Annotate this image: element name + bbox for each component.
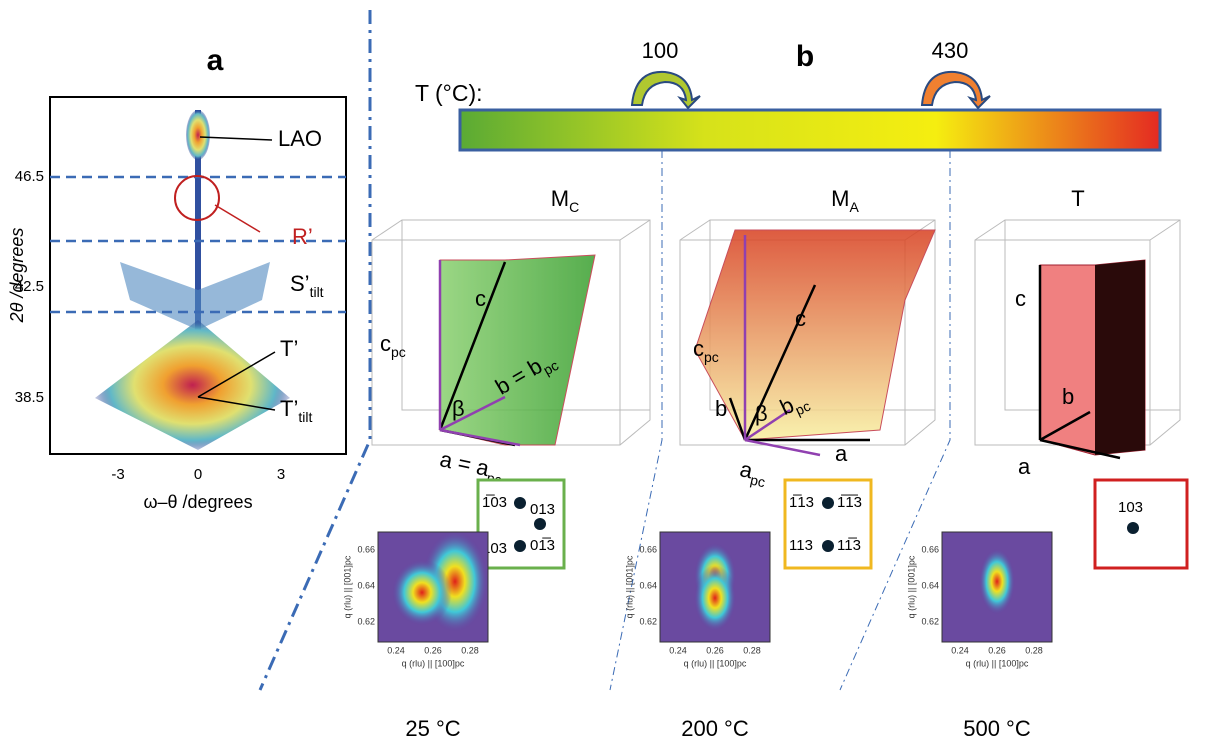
y-axis-label: q (rlu) || [001]pc: [906, 555, 916, 618]
temperature: 200 °C: [681, 716, 749, 741]
spot: [514, 540, 526, 552]
x-tick-label: 0.26: [424, 645, 442, 655]
reflection: 11̅3: [837, 537, 861, 554]
x-tick-label: 0.28: [461, 645, 479, 655]
text: tilt: [298, 409, 312, 425]
x-tick-label: 0: [194, 466, 202, 483]
transition: 430: [932, 38, 969, 63]
phase-label: T: [1071, 186, 1084, 211]
x-axis-label: ω–θ /degrees: [143, 492, 252, 512]
x-tick-label: 0.24: [669, 645, 687, 655]
spot: [822, 497, 834, 509]
y-axis-label: 2θ /degrees: [7, 228, 27, 324]
map-spot: [694, 565, 736, 631]
y-tick-label: 0.64: [921, 580, 939, 590]
text: T: [1071, 186, 1084, 211]
spot: [534, 518, 546, 530]
reflection: 01̅3: [530, 537, 555, 554]
cell-label: c: [1015, 286, 1026, 311]
reflection-box: [1095, 480, 1187, 568]
y-tick-label: 0.64: [639, 580, 657, 590]
x-axis-label: q (rlu) || [100]pc: [402, 658, 465, 668]
spot: [1127, 522, 1139, 534]
text: C: [569, 199, 579, 215]
unit-cell: [695, 230, 935, 440]
phase-label: MC: [551, 186, 579, 215]
x-tick-label: 0.24: [387, 645, 405, 655]
text: M: [831, 186, 849, 211]
annotation: R’: [292, 224, 313, 249]
y-tick-label: 38.5: [15, 389, 44, 406]
x-tick-label: -3: [111, 466, 124, 483]
reflection: 013: [530, 501, 555, 518]
y-tick-label: 0.66: [921, 544, 939, 554]
temperature-bar: [460, 110, 1160, 150]
annotation: T’: [280, 336, 298, 361]
panel-label: b: [796, 40, 814, 73]
reflection: 1̅13: [789, 494, 814, 511]
text: T’: [280, 396, 298, 421]
map-spot: [979, 549, 1015, 615]
transition: 100: [642, 38, 679, 63]
text: A: [849, 199, 859, 215]
arrow: [922, 72, 990, 108]
y-tick-label: 46.5: [15, 168, 44, 185]
figure: a 46.5 42.5 38.5 -3 0 3 ω–θ /degrees 2θ …: [0, 0, 1210, 743]
x-tick-label: 0.28: [743, 645, 761, 655]
panel-label: a: [207, 44, 224, 77]
text: c: [380, 331, 391, 356]
cell-label: apc: [737, 456, 769, 490]
text: M: [551, 186, 569, 211]
reflection: 1̅03: [482, 494, 507, 511]
text: pc: [391, 344, 406, 360]
cell-face: [1095, 260, 1145, 455]
cell-label: b: [1062, 384, 1074, 409]
cell-label: b: [715, 396, 727, 421]
reflection: 1̅1̅3: [837, 494, 862, 511]
text: tilt: [310, 284, 324, 300]
cell-label: β: [452, 396, 465, 421]
y-tick-label: 0.62: [639, 616, 657, 626]
lao-peak: [186, 110, 210, 160]
maps: 0.66 0.64 0.62 0.24 0.26 0.28 q (rlu) || [100]…: [342, 531, 1052, 741]
cell-label: c: [475, 286, 486, 311]
reflection: 113: [789, 537, 813, 554]
cell-label: a: [835, 441, 848, 466]
cell-label: β: [755, 401, 768, 426]
temperature: 25 °C: [405, 716, 460, 741]
temperature: 500 °C: [963, 716, 1031, 741]
text: pc: [749, 471, 767, 490]
annotation: LAO: [278, 126, 322, 151]
y-tick-label: 0.62: [357, 616, 375, 626]
map-spot: [392, 560, 452, 626]
x-axis-label: q (rlu) || [100]pc: [684, 658, 747, 668]
arrow: [632, 72, 700, 108]
x-tick-label: 0.24: [951, 645, 969, 655]
x-axis-label: q (rlu) || [100]pc: [966, 658, 1029, 668]
text: a = a: [438, 446, 492, 481]
cell-label: a: [1018, 454, 1031, 479]
x-tick-label: 3: [277, 466, 285, 483]
x-tick-label: 0.28: [1025, 645, 1043, 655]
x-tick-label: 0.26: [988, 645, 1006, 655]
phase-label: MA: [831, 186, 859, 215]
text: S’: [290, 271, 310, 296]
spot: [514, 497, 526, 509]
text: c: [693, 336, 704, 361]
y-tick-label: 0.64: [357, 580, 375, 590]
y-tick-label: 0.66: [357, 544, 375, 554]
reflection: 103: [1118, 499, 1143, 516]
y-tick-label: 0.62: [921, 616, 939, 626]
cell-label: c: [795, 306, 806, 331]
y-axis-label: q (rlu) || [001]pc: [342, 555, 352, 618]
y-axis-label: q (rlu) || [001]pc: [624, 555, 634, 618]
text: pc: [704, 349, 719, 365]
temperature-label: T (°C):: [415, 80, 483, 106]
x-tick-label: 0.26: [706, 645, 724, 655]
spot: [822, 540, 834, 552]
y-tick-label: 0.66: [639, 544, 657, 554]
